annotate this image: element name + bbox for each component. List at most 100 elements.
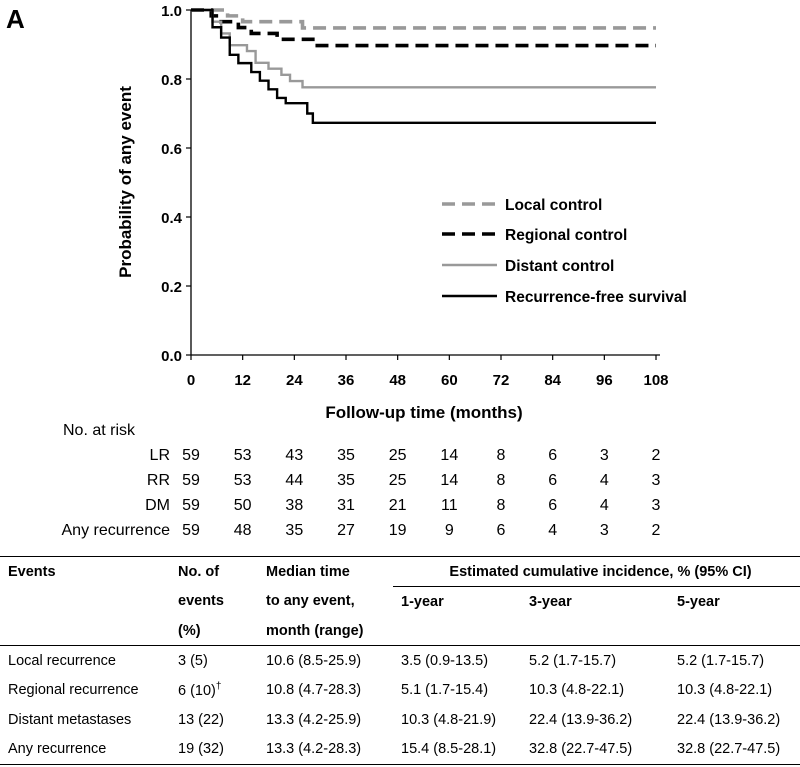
cell-3-year: 22.4 (13.9-36.2) [529,711,633,728]
risk-value: 35 [337,472,355,489]
x-tick-label: 96 [596,372,613,389]
risk-row-label: DM [145,497,170,514]
cell-median: 13.3 (4.2-25.9) [266,711,362,728]
risk-value: 4 [599,497,609,514]
cell-event: Regional recurrence [8,682,139,699]
header-no-events-2: events [178,593,224,610]
cell-median: 10.6 (8.5-25.9) [266,652,362,669]
header-median-2: to any event, [266,593,355,610]
y-tick-label: 0.2 [161,279,182,296]
header-spacer-5 [669,616,800,646]
risk-value: 25 [388,472,407,489]
header-3-year: 3-year [529,593,572,610]
x-tick-label: 72 [493,372,510,389]
header-spacer-3 [393,616,521,646]
cell-event: Any recurrence [8,741,107,758]
risk-value: 44 [285,472,304,489]
cell-n-events-value: 6 (10) [178,683,216,700]
y-tick-label: 0.8 [161,72,182,89]
risk-value: 19 [388,522,407,539]
header-median: Median time [266,563,350,580]
cell-n-events: 3 (5) [178,652,208,669]
risk-value: 3 [651,472,661,489]
risk-row-label: Any recurrence [61,522,171,539]
table-row: Local recurrence 3 (5) 10.6 (8.5-25.9) 3.5 … [0,646,800,676]
x-tick-label: 108 [643,372,668,389]
header-no-events: No. of [178,563,220,580]
risk-value: 14 [440,447,459,464]
risk-value: 59 [182,472,200,489]
risk-value: 6 [548,497,558,514]
cell-5-year: 22.4 (13.9-36.2) [677,711,781,728]
panel-label: A [6,4,25,34]
risk-value: 53 [233,472,252,489]
risk-value: 35 [337,447,355,464]
footnote-dagger: † [215,681,222,693]
risk-value: 3 [599,522,609,539]
cell-3-year: 32.8 (22.7-47.5) [529,741,633,758]
legend-label-1: Regional control [505,227,627,244]
cell-1-year: 3.5 (0.9-13.5) [401,652,489,669]
cell-median: 10.8 (4.7-28.3) [266,682,362,699]
risk-value: 25 [388,447,407,464]
header-spacer-2 [0,616,170,646]
risk-value: 59 [182,447,200,464]
risk-value: 9 [444,522,454,539]
table-row: Regional recurrence 6 (10)† 10.8 (4.7-28.3… [0,676,800,706]
header-spacer [0,587,170,617]
risk-value: 50 [233,497,252,514]
cell-5-year: 5.2 (1.7-15.7) [677,652,765,669]
y-tick-label: 0.0 [161,348,182,365]
risk-value: 43 [285,447,304,464]
legend-label-0: Local control [505,197,602,214]
x-tick-label: 48 [389,372,406,389]
risk-value: 4 [548,522,558,539]
cell-median: 13.3 (4.2-28.3) [266,741,362,758]
x-tick-label: 12 [234,372,251,389]
risk-value: 2 [651,447,661,464]
cell-5-year: 32.8 (22.7-47.5) [677,741,781,758]
y-tick-label: 0.4 [161,210,183,227]
y-tick-label: 0.6 [161,141,182,158]
y-axis-title: Probability of any event [116,86,135,278]
header-no-events-3: (%) [178,622,201,639]
header-cum-incidence: Estimated cumulative incidence, % (95% C… [393,556,800,587]
risk-value: 6 [496,522,506,539]
header-1-year: 1-year [401,593,444,610]
legend-label-2: Distant control [505,258,614,275]
cell-1-year: 5.1 (1.7-15.4) [401,682,489,699]
risk-value: 6 [548,447,558,464]
risk-value: 4 [599,472,609,489]
risk-value: 35 [285,522,304,539]
header-events: Events [8,563,56,580]
risk-value: 3 [599,447,609,464]
risk-row-label: RR [146,472,170,489]
risk-value: 38 [285,497,304,514]
series-line-2 [191,8,656,89]
risk-table-header: No. at risk [63,422,136,439]
cell-5-year: 10.3 (4.8-22.1) [677,682,773,699]
x-tick-label: 60 [441,372,458,389]
cell-n-events: 13 (22) [178,711,224,728]
header-spacer-4 [521,616,669,646]
cell-n-events: 19 (32) [178,741,224,758]
risk-value: 2 [651,522,661,539]
legend-label-3: Recurrence-free survival [505,289,687,306]
table-row: Distant metastases 13 (22) 13.3 (4.2-25.9)… [0,705,800,735]
risk-row-label: LR [149,447,170,464]
risk-value: 11 [441,497,458,514]
cell-event: Distant metastases [8,711,132,728]
risk-value: 3 [651,497,661,514]
kaplan-meier-chart: A 0.0 0.2 0.4 0.6 0.8 1.0 0 12 24 36 48 60 72 84 96 108… [6,3,687,422]
x-tick-label: 0 [187,372,195,389]
risk-value: 31 [337,497,355,514]
risk-value: 8 [496,497,506,514]
header-5-year: 5-year [677,593,720,610]
risk-value: 8 [496,472,506,489]
cell-1-year: 15.4 (8.5-28.1) [401,741,497,758]
risk-value: 21 [388,497,407,514]
header-median-3: month (range) [266,622,364,639]
cell-3-year: 5.2 (1.7-15.7) [529,652,617,669]
table-row: Any recurrence 19 (32) 13.3 (4.2-28.3) 15.4… [0,735,800,765]
risk-value: 53 [233,447,252,464]
